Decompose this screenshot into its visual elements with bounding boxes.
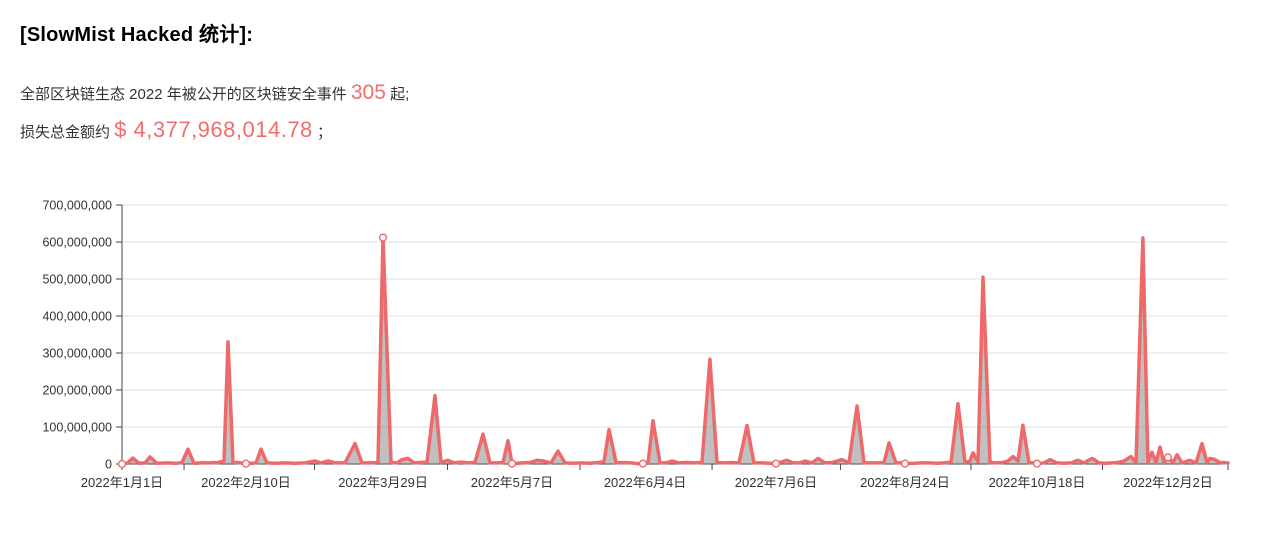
data-point-marker[interactable]	[1032, 459, 1042, 468]
series-line[interactable]	[120, 235, 1230, 466]
y-tick-label: 100,000,000	[42, 421, 112, 435]
incidents-stat-line: 全部区块链生态 2022 年被公开的区块链安全事件 305 起;	[20, 81, 409, 105]
y-tick-label: 300,000,000	[42, 347, 112, 361]
loss-prefix: 损失总金额约	[20, 124, 115, 141]
data-point-marker[interactable]	[241, 459, 251, 468]
incidents-count: 305	[350, 81, 386, 104]
incidents-prefix: 全部区块链生态 2022 年被公开的区块链安全事件	[20, 86, 351, 103]
data-point-marker[interactable]	[1163, 453, 1173, 462]
page-title: [SlowMist Hacked 统计]:	[20, 24, 254, 46]
x-tick-label: 2022年8月24日	[860, 475, 950, 490]
x-tick-label: 2022年5月7日	[471, 475, 553, 490]
x-tick-label: 2022年12月2日	[1123, 475, 1213, 490]
data-point-marker[interactable]	[117, 459, 127, 469]
grid-lines	[122, 204, 1228, 428]
y-axis-labels: 0 100,000,000 200,000,000 300,000,000 400,00…	[42, 199, 112, 472]
y-tick-label: 0	[105, 458, 112, 472]
x-tick-label: 2022年10月18日	[989, 475, 1086, 490]
x-tick-label: 2022年2月10日	[201, 475, 291, 490]
x-tick-label: 2022年6月4日	[604, 475, 686, 490]
axes	[116, 204, 1229, 470]
x-tick-label: 2022年7月6日	[735, 475, 817, 490]
x-tick-label: 2022年3月29日	[338, 475, 428, 490]
series-area	[122, 237, 1228, 464]
y-tick-label: 500,000,000	[42, 273, 112, 287]
data-point-marker[interactable]	[771, 459, 781, 468]
loss-amount: $ 4,377,968,014.78	[114, 117, 313, 142]
loss-stat-line: 损失总金额约 $ 4,377,968,014.78 ；	[20, 117, 332, 143]
y-tick-label: 400,000,000	[42, 310, 112, 324]
x-tick-label: 2022年1月1日	[81, 475, 163, 490]
data-point-marker[interactable]	[900, 459, 910, 468]
y-tick-label: 700,000,000	[42, 199, 112, 213]
loss-suffix: ；	[312, 124, 332, 141]
incidents-suffix: 起;	[385, 86, 410, 103]
data-point-markers[interactable]	[117, 233, 1173, 469]
chart-canvas[interactable]: 0 100,000,000 200,000,000 300,000,000 400,00…	[0, 186, 1280, 516]
y-tick-label: 200,000,000	[42, 384, 112, 398]
y-tick-label: 600,000,000	[42, 236, 112, 250]
data-point-marker[interactable]	[507, 459, 517, 468]
data-point-marker[interactable]	[378, 233, 388, 242]
data-point-marker[interactable]	[638, 459, 648, 468]
loss-trend-chart[interactable]: 0 100,000,000 200,000,000 300,000,000 400,00…	[0, 186, 1280, 516]
x-axis-labels: 2022年1月1日 2022年2月10日 2022年3月29日 2022年5月7日 20…	[81, 475, 1213, 490]
